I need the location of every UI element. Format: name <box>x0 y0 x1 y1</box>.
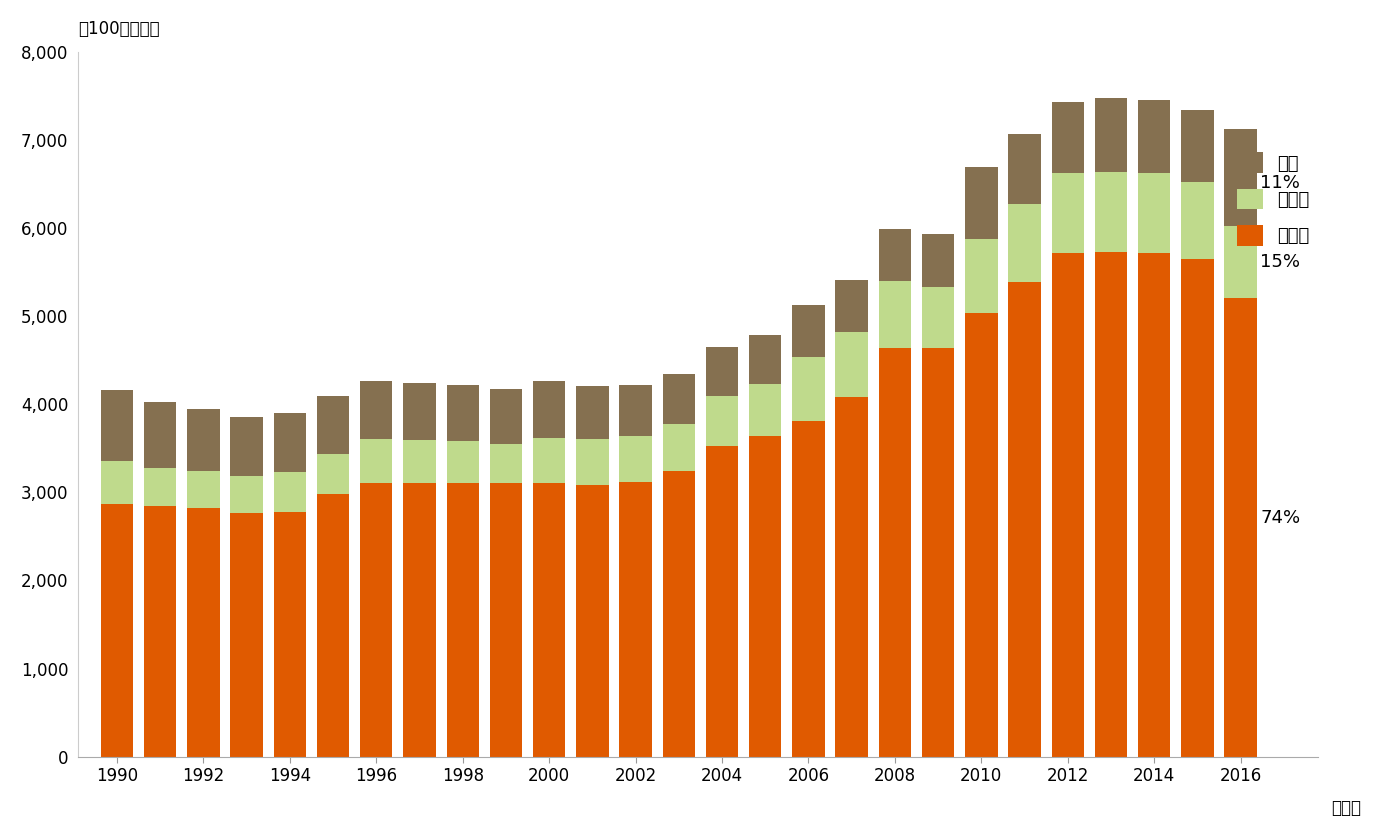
Bar <box>403 483 436 756</box>
Text: 74%: 74% <box>1260 509 1300 527</box>
Bar <box>447 484 479 756</box>
Bar <box>922 348 955 756</box>
Bar <box>662 471 696 756</box>
Bar <box>273 512 306 756</box>
Bar <box>101 390 132 461</box>
Bar <box>490 389 522 444</box>
Legend: 褐炊, 原料炭, 一般炭: 褐炊, 原料炭, 一般炭 <box>1238 153 1310 245</box>
Bar <box>1181 259 1213 756</box>
Text: （年）: （年） <box>1330 799 1361 817</box>
Bar <box>273 413 306 472</box>
Bar <box>317 455 349 494</box>
Bar <box>705 396 738 446</box>
Bar <box>1224 226 1257 298</box>
Bar <box>1094 98 1127 172</box>
Bar <box>835 332 868 397</box>
Bar <box>705 446 738 756</box>
Bar <box>490 444 522 484</box>
Bar <box>230 513 262 756</box>
Bar <box>447 384 479 441</box>
Bar <box>662 374 696 425</box>
Bar <box>403 440 436 483</box>
Bar <box>879 229 911 281</box>
Bar <box>879 281 911 348</box>
Bar <box>101 461 132 504</box>
Bar <box>662 425 696 471</box>
Bar <box>965 314 998 756</box>
Text: 15%: 15% <box>1260 253 1300 271</box>
Bar <box>1138 253 1170 756</box>
Bar <box>1094 172 1127 252</box>
Bar <box>360 483 392 756</box>
Bar <box>1009 204 1041 282</box>
Bar <box>1181 110 1213 182</box>
Bar <box>533 438 566 484</box>
Bar <box>792 305 825 358</box>
Bar <box>835 397 868 756</box>
Bar <box>835 280 868 332</box>
Bar <box>317 494 349 756</box>
Bar <box>1181 182 1213 259</box>
Bar <box>273 472 306 512</box>
Bar <box>965 167 998 239</box>
Bar <box>360 440 392 483</box>
Bar <box>360 381 392 440</box>
Bar <box>792 421 825 756</box>
Bar <box>533 484 566 756</box>
Bar <box>1009 133 1041 204</box>
Bar <box>1138 100 1170 173</box>
Bar <box>144 401 177 469</box>
Bar <box>144 506 177 756</box>
Bar <box>101 504 132 756</box>
Bar <box>620 436 651 482</box>
Bar <box>577 485 609 756</box>
Bar <box>620 482 651 756</box>
Text: 11%: 11% <box>1260 173 1300 192</box>
Bar <box>490 484 522 756</box>
Bar <box>577 439 609 485</box>
Bar <box>965 239 998 314</box>
Bar <box>922 287 955 348</box>
Bar <box>879 348 911 756</box>
Bar <box>749 384 781 436</box>
Bar <box>620 384 651 436</box>
Bar <box>1224 129 1257 226</box>
Bar <box>705 347 738 396</box>
Bar <box>144 469 177 506</box>
Bar <box>230 417 262 475</box>
Bar <box>403 383 436 440</box>
Bar <box>188 471 219 508</box>
Bar <box>1052 102 1085 173</box>
Bar <box>188 508 219 756</box>
Bar <box>749 436 781 756</box>
Bar <box>230 475 262 513</box>
Bar <box>1052 254 1085 756</box>
Bar <box>577 385 609 439</box>
Bar <box>749 335 781 384</box>
Bar <box>317 396 349 455</box>
Bar <box>447 441 479 484</box>
Bar <box>533 381 566 438</box>
Bar <box>792 358 825 421</box>
Bar <box>1052 173 1085 254</box>
Bar <box>1094 252 1127 756</box>
Bar <box>1138 173 1170 253</box>
Bar <box>1224 298 1257 756</box>
Text: （100万トン）: （100万トン） <box>79 19 160 38</box>
Bar <box>1009 282 1041 756</box>
Bar <box>922 234 955 287</box>
Bar <box>188 409 219 471</box>
